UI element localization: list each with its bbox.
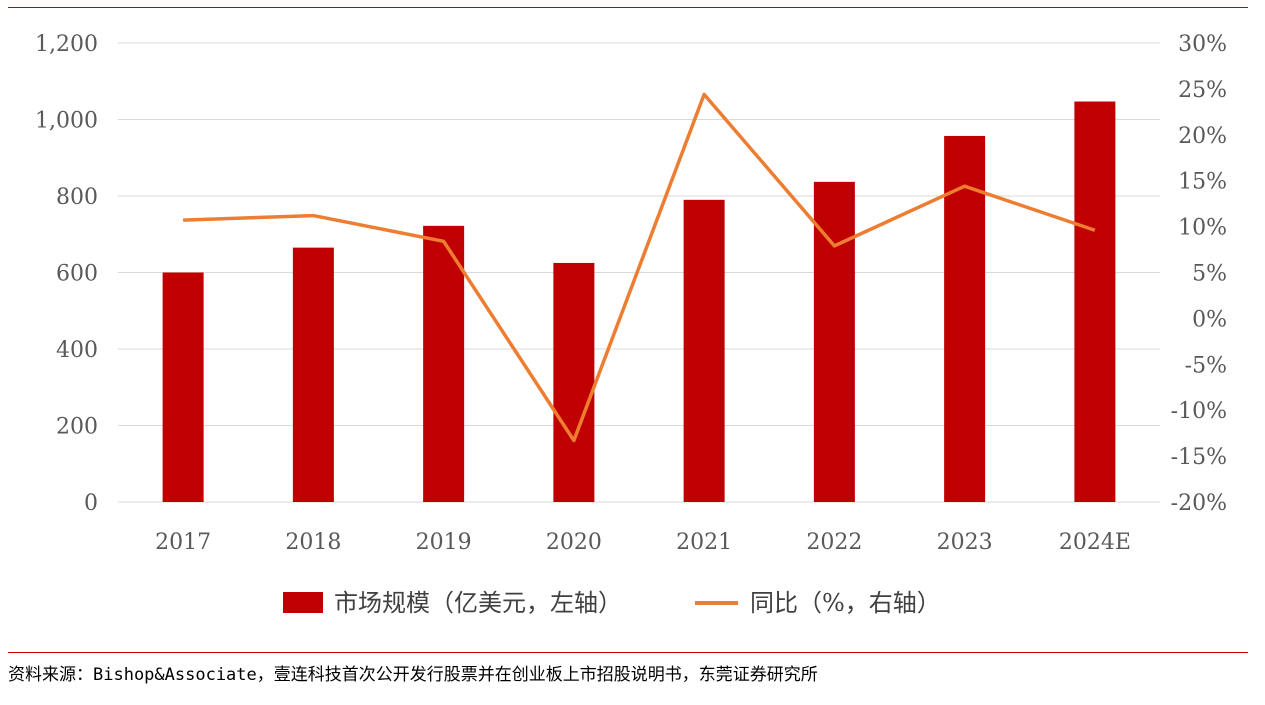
right-tick-label: -5% (1185, 353, 1227, 378)
x-tick-label: 2024E (1059, 530, 1131, 555)
right-tick-label: 30% (1178, 32, 1227, 57)
bar-series (162, 101, 1116, 503)
right-tick-label: 10% (1178, 216, 1227, 241)
left-tick-label: 1,200 (35, 32, 98, 57)
bar (423, 225, 465, 502)
left-tick-label: 0 (84, 491, 98, 516)
right-axis: -20% -15% -10% -5% 0% 5% 10% 15% 20% 25% 30% (1171, 32, 1227, 516)
bar (292, 247, 334, 502)
yoy-line (183, 92, 1096, 443)
legend: 市场规模（亿美元，左轴） 同比（%，右轴） (283, 589, 941, 617)
legend-bar-label: 市场规模（亿美元，左轴） (334, 589, 622, 617)
left-tick-label: 400 (56, 338, 98, 363)
right-tick-label: -10% (1171, 399, 1227, 424)
bar (813, 181, 855, 502)
bottom-rule (8, 652, 1248, 653)
top-rule (8, 7, 1248, 8)
left-tick-label: 1,000 (35, 109, 98, 134)
bar (1074, 101, 1116, 503)
bar (553, 262, 595, 502)
chart: 0 200 400 600 800 1,000 1,200 -20% -15% -10% -5% 0… (35, 32, 1227, 617)
bar (944, 135, 986, 502)
right-tick-label: 20% (1178, 124, 1227, 149)
right-tick-label: 25% (1178, 78, 1227, 103)
gridlines (118, 42, 1160, 503)
legend-line-label: 同比（%，右轴） (750, 589, 941, 617)
left-tick-label: 600 (56, 262, 98, 287)
x-axis: 2017 2018 2019 2020 2021 2022 2023 2024E (155, 530, 1131, 555)
x-tick-label: 2020 (546, 530, 602, 555)
x-tick-label: 2018 (285, 530, 341, 555)
x-tick-label: 2022 (806, 530, 862, 555)
bar (683, 199, 725, 502)
right-tick-label: 0% (1192, 307, 1227, 332)
left-axis: 0 200 400 600 800 1,000 1,200 (35, 32, 98, 516)
right-tick-label: 5% (1192, 262, 1227, 287)
legend-bar-swatch (283, 592, 323, 613)
x-tick-label: 2017 (155, 530, 211, 555)
x-tick-label: 2019 (416, 530, 472, 555)
source-note: 资料来源：Bishop&Associate，壹连科技首次公开发行股票并在创业板上… (8, 665, 818, 685)
x-tick-label: 2023 (937, 530, 993, 555)
left-tick-label: 200 (56, 415, 98, 440)
right-tick-label: 15% (1178, 170, 1227, 195)
x-tick-label: 2021 (676, 530, 732, 555)
right-tick-label: -20% (1171, 491, 1227, 516)
right-tick-label: -15% (1171, 445, 1227, 470)
bar (162, 272, 204, 502)
left-tick-label: 800 (56, 185, 98, 210)
